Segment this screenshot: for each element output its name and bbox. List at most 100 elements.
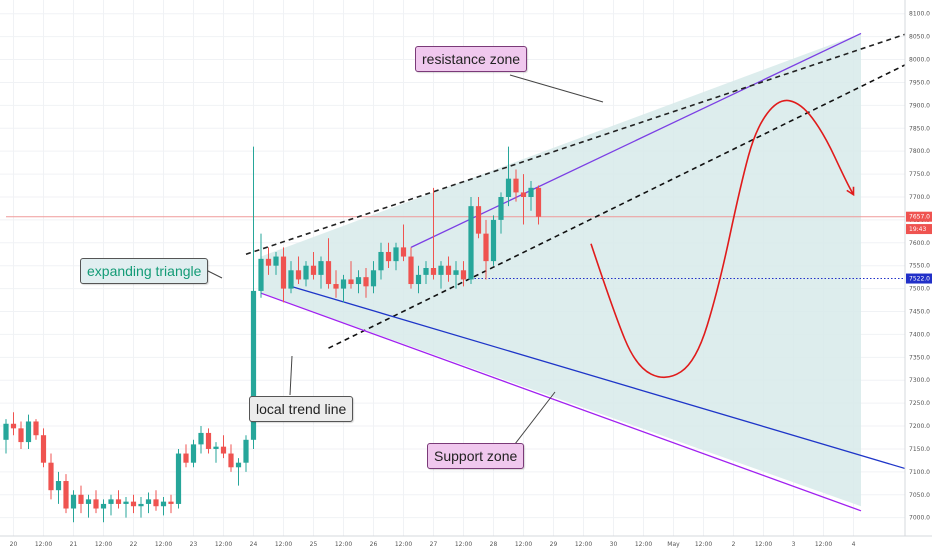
candle-body [48,462,54,491]
candle-body [213,446,219,449]
price-tick-label: 7600.0 [909,240,930,247]
time-tick-label: 12:00 [815,541,832,548]
time-tick-label: 12:00 [95,541,112,548]
candle-body [108,499,114,504]
time-tick-label: 22 [130,541,138,548]
candle-body [348,279,354,285]
time-tick-label: 12:00 [35,541,52,548]
candle-body [468,206,474,280]
price-tag-label: 7657.0 [909,214,930,221]
candle-body [408,256,414,285]
candle-body [243,439,249,463]
candle-body [513,178,519,193]
annotation-pointer [509,74,604,103]
price-tick-label: 7800.0 [909,148,930,155]
time-tick-label: 12:00 [335,541,352,548]
triangle-zone-fill [261,33,861,507]
candle-body [33,421,39,436]
time-tick-label: 27 [430,541,438,548]
time-axis-bg [0,536,932,550]
candle-body [288,270,294,289]
candle-body [393,247,399,262]
candle-body [318,261,324,275]
price-tick-label: 7550.0 [909,263,930,270]
candle-body [85,499,92,504]
price-tick-label: 7300.0 [909,377,930,384]
price-tick-label: 7750.0 [909,171,930,178]
time-tick-label: 24 [250,541,258,548]
projection-arrowhead [846,186,855,197]
time-tick-label: 12:00 [395,541,412,548]
candle-body [70,494,77,509]
candle-body [138,503,144,507]
time-tick-label: 12:00 [215,541,232,548]
time-tick-label: 2 [732,541,736,548]
price-tick-label: 7050.0 [909,492,930,499]
candle-body [130,501,137,507]
price-tick-label: 7200.0 [909,423,930,430]
candle-body [10,423,17,429]
candle-body [280,256,287,289]
candle-body [123,501,129,504]
candle-body [528,187,534,197]
annotation-expanding-triangle: expanding triangle [80,258,209,284]
time-tick-label: 12:00 [575,541,592,548]
candle-body [445,265,452,275]
time-tick-label: 12:00 [515,541,532,548]
annotation-support-zone: Support zone [427,443,525,469]
candle-body [505,178,512,197]
price-tick-label: 8100.0 [909,11,930,18]
candle-body [378,251,384,271]
candle-body [228,453,234,468]
candle-body [325,261,332,285]
time-tick-label: 21 [70,541,78,548]
price-tick-label: 7500.0 [909,286,930,293]
trend-line-support-blue [290,285,932,478]
candle-body [63,481,69,509]
trend-line-support [260,292,862,512]
time-tick-label: 30 [610,541,618,548]
candle-body [423,268,429,275]
price-tick-label: 7950.0 [909,79,930,86]
price-tag-box [906,224,932,235]
candle-body [498,196,504,220]
candle-body [18,428,24,443]
candle-body [490,219,497,262]
candle-body [40,435,47,463]
price-tag-box [906,211,932,222]
candle-body [295,270,302,280]
candle-body [430,268,437,275]
price-tag-label: 19:43 [909,226,926,233]
candle-body [183,453,189,463]
candle-body [250,290,257,440]
time-tick-label: 4 [852,541,856,548]
candle-body [265,258,272,266]
annotation-resistance-zone: resistance zone [415,46,528,72]
candle-body [220,446,227,454]
candle-body [460,270,467,280]
projection-curve [590,99,855,379]
time-tick-label: 26 [370,541,378,548]
price-tick-label: 7850.0 [909,125,930,132]
price-tag-label: 7522.0 [909,276,930,283]
time-tick-label: 3 [792,541,796,548]
trend-line-local-trend [328,50,932,349]
price-tick-label: 8000.0 [909,57,930,64]
price-tick-label: 8050.0 [909,34,930,41]
candle-body [310,265,317,275]
candle-body [453,270,459,275]
candle-body [385,251,392,262]
candle-body [475,206,482,234]
candle-body [205,432,212,449]
time-tick-label: 12:00 [275,541,292,548]
annotation-local-trend-line: local trend line [249,396,354,422]
candle-body [415,274,422,285]
candle-body [520,192,527,197]
candle-body [100,503,107,509]
time-tick-label: 12:00 [755,541,772,548]
candle-body [355,277,362,285]
candle-body [273,256,279,266]
candle-body [340,279,347,289]
time-tick-label: 25 [310,541,318,548]
